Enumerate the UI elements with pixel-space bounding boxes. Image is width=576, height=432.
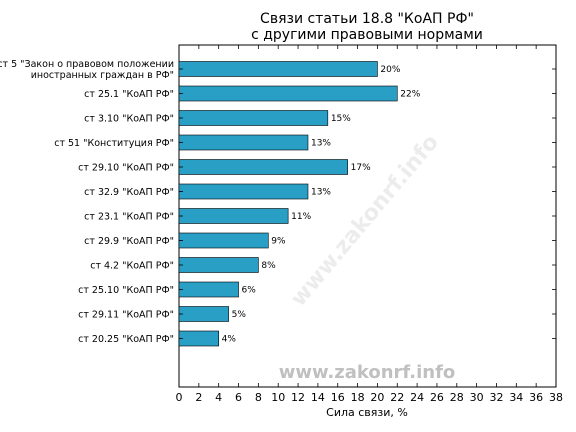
bar-6 [178, 208, 289, 224]
x-tick-label-10: 20 [370, 391, 384, 404]
y-tick-label-6: ст 23.1 "КоАП РФ" [84, 212, 174, 223]
y-tick-label-1: ст 25.1 "КоАП РФ" [84, 89, 174, 100]
x-tick-label-7: 14 [311, 391, 325, 404]
bar-0 [178, 61, 378, 77]
bar-10 [178, 306, 229, 322]
bar-5 [178, 183, 309, 200]
data-label-4: 17% [351, 163, 371, 173]
x-tick-label-16: 32 [489, 391, 503, 404]
x-tick-label-3: 6 [235, 391, 242, 404]
bar-7 [178, 232, 269, 249]
y-tick-label-10: ст 29.11 "КоАП РФ" [78, 310, 174, 321]
data-label-3: 13% [311, 139, 331, 149]
x-tick-label-2: 4 [215, 391, 222, 404]
watermark: www.zakonrf.info [279, 362, 456, 383]
y-tick-label-9: ст 25.10 "КоАП РФ" [78, 285, 174, 296]
data-label-9: 6% [242, 286, 257, 296]
data-label-11: 4% [222, 335, 237, 345]
x-tick-label-18: 36 [529, 391, 543, 404]
x-tick-label-15: 30 [470, 391, 484, 404]
bar-9 [178, 281, 239, 298]
x-axis: 0 2 4 6 8 10 12 14 16 18 20 22 24 26 28 30 32 34 36 38 [176, 45, 563, 404]
x-tick-label-4: 8 [255, 391, 262, 404]
y-tick-label-0-line-0: ст 5 "Закон о правовом положении [0, 59, 174, 70]
bar-2 [178, 110, 329, 126]
x-tick-label-11: 22 [390, 391, 404, 404]
bar-3 [178, 134, 309, 151]
y-tick-label-0-line-1: иностранных граждан в РФ" [31, 70, 174, 81]
data-label-2: 15% [331, 114, 351, 124]
y-tick-label-5: ст 32.9 "КоАП РФ" [84, 187, 174, 198]
data-label-1: 22% [400, 90, 420, 100]
x-tick-label-0: 0 [176, 391, 183, 404]
bar-8 [178, 257, 259, 273]
x-tick-label-17: 34 [509, 391, 523, 404]
y-tick-label-3: ст 51 "Конституция РФ" [54, 138, 174, 149]
y-tick-labels: ст 5 "Закон о правовом положениииностран… [0, 59, 556, 345]
x-tick-label-8: 16 [331, 391, 345, 404]
bar-11 [178, 330, 219, 347]
bar-4 [178, 159, 348, 175]
data-label-8: 8% [261, 261, 276, 271]
chart-title-line-2: с другими правовыми нормами [251, 27, 483, 43]
y-tick-label-11: ст 20.25 "КоАП РФ" [78, 334, 174, 345]
y-tick-label-2: ст 3.10 "КоАП РФ" [84, 114, 174, 125]
data-label-0: 20% [380, 65, 400, 75]
x-tick-label-1: 2 [195, 391, 202, 404]
x-tick-label-19: 38 [549, 391, 563, 404]
chart-title-line-1: Связи статьи 18.8 "КоАП РФ" [260, 11, 474, 27]
y-tick-label-7: ст 29.9 "КоАП РФ" [84, 236, 174, 247]
y-tick-label-8: ст 4.2 "КоАП РФ" [90, 261, 174, 272]
x-tick-label-5: 10 [271, 391, 285, 404]
bar-1 [178, 85, 398, 102]
y-tick-label-4: ст 29.10 "КоАП РФ" [78, 163, 174, 174]
x-tick-label-13: 26 [430, 391, 444, 404]
x-tick-label-6: 12 [291, 391, 305, 404]
x-axis-label: Сила связи, % [326, 406, 408, 419]
data-label-10: 5% [232, 310, 247, 320]
data-label-7: 9% [271, 237, 286, 247]
data-label-5: 13% [311, 188, 331, 198]
data-label-6: 11% [291, 212, 311, 222]
x-tick-label-14: 28 [450, 391, 464, 404]
x-tick-label-9: 18 [351, 391, 365, 404]
x-tick-label-12: 24 [410, 391, 424, 404]
